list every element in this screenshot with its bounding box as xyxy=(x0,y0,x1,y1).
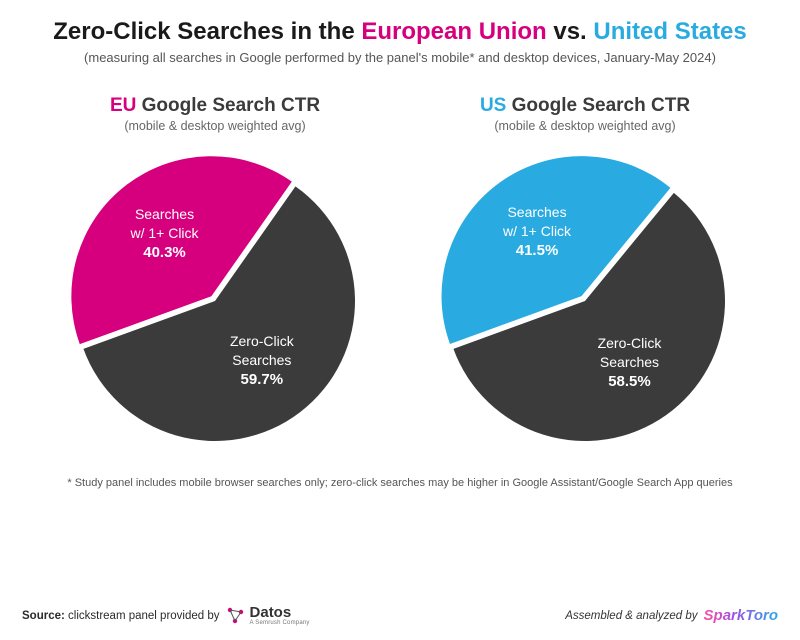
title-eu: European Union xyxy=(361,18,546,45)
footer: Source: clickstream panel provided by Da… xyxy=(0,605,800,626)
us-chart-title: US Google Search CTR xyxy=(480,95,690,117)
eu-chart-title: EU Google Search CTR xyxy=(110,95,320,117)
source-credit: Source: clickstream panel provided by Da… xyxy=(22,605,310,626)
page-subtitle: (measuring all searches in Google perfor… xyxy=(0,50,800,65)
page-title: Zero-Click Searches in the European Unio… xyxy=(0,18,800,46)
us-pie: Searchesw/ 1+ Click41.5%Zero-ClickSearch… xyxy=(435,151,735,451)
datos-icon xyxy=(226,606,246,626)
assembled-credit: Assembled & analyzed by SparkToro xyxy=(565,607,778,624)
us-chart-block: US Google Search CTR (mobile & desktop w… xyxy=(415,95,755,451)
title-us: United States xyxy=(593,18,746,45)
sparktoro-logo: SparkToro xyxy=(704,607,778,624)
assembled-text: Assembled & analyzed by xyxy=(565,610,697,622)
datos-sub: A Semrush Company xyxy=(250,620,310,626)
title-vs: vs. xyxy=(547,18,594,45)
us-chart-subtitle: (mobile & desktop weighted avg) xyxy=(494,119,675,133)
eu-pie: Searchesw/ 1+ Click40.3%Zero-ClickSearch… xyxy=(65,151,365,451)
datos-logo: Datos A Semrush Company xyxy=(226,605,310,626)
footnote: * Study panel includes mobile browser se… xyxy=(0,477,800,489)
eu-chart-block: EU Google Search CTR (mobile & desktop w… xyxy=(45,95,385,451)
us-accent: US xyxy=(480,95,506,116)
source-label: Source: xyxy=(22,610,65,622)
eu-title-rest: Google Search CTR xyxy=(136,95,320,116)
eu-chart-subtitle: (mobile & desktop weighted avg) xyxy=(124,119,305,133)
source-text: clickstream panel provided by xyxy=(65,610,220,622)
title-prefix: Zero-Click Searches in the xyxy=(53,18,361,45)
eu-accent: EU xyxy=(110,95,136,116)
us-title-rest: Google Search CTR xyxy=(506,95,690,116)
header: Zero-Click Searches in the European Unio… xyxy=(0,0,800,65)
datos-name: Datos xyxy=(250,605,310,620)
charts-row: EU Google Search CTR (mobile & desktop w… xyxy=(0,95,800,451)
